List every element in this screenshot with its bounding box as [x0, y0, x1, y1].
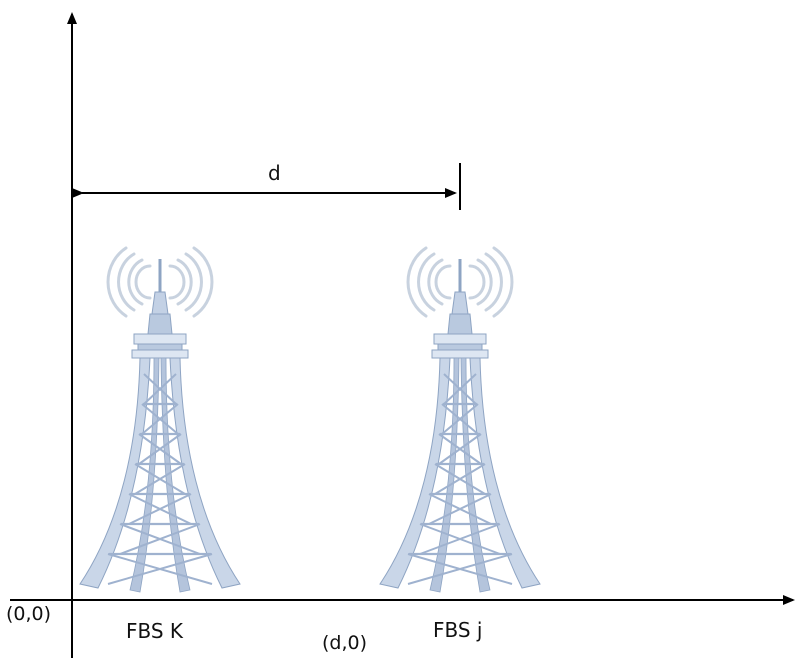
tower-j-label: FBS j: [433, 618, 482, 642]
distance-label: d: [268, 161, 281, 185]
origin-label: (0,0): [6, 603, 51, 625]
antenna-tower-icon: [78, 246, 242, 594]
point-d-label: (d,0): [322, 632, 367, 654]
antenna-tower-icon: [378, 246, 542, 594]
tower-k-label: FBS K: [126, 619, 184, 643]
